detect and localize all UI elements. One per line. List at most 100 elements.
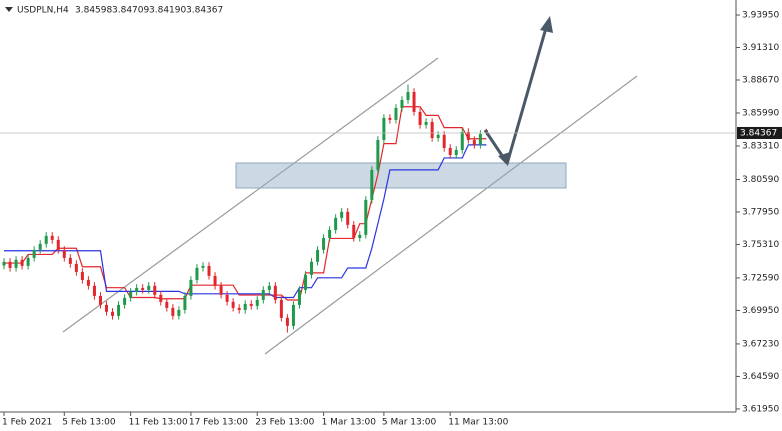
candle-body [346,211,350,225]
candle-body [460,131,464,150]
candle-body [406,91,410,100]
candle-body [382,117,386,140]
y-tick-label: 3.83310 [742,141,779,151]
candle-body [316,249,320,262]
candle-body [454,149,458,155]
dropdown-icon [5,7,13,12]
candle-body [430,121,434,138]
candle-body [26,257,30,266]
price-label: 3.84367 [740,128,777,138]
candle-body [273,285,277,300]
y-tick-label: 3.69950 [742,306,779,316]
candle-body [334,217,338,230]
candle-body [86,279,90,286]
candle-body [195,267,199,280]
candle-body [400,99,404,108]
candle-body [201,265,205,268]
candle-body [466,131,470,140]
candle-body [50,235,54,240]
y-tick-label: 3.64590 [742,372,779,382]
candle-body [322,237,326,250]
candle-body [117,304,121,316]
candle-body [418,111,422,125]
candle-body [478,133,482,145]
y-tick-label: 3.93950 [742,11,779,21]
candle-body [424,121,428,125]
y-tick-label: 3.61950 [742,404,779,414]
indicator-line [4,106,487,301]
candle-body [340,211,344,218]
candle-body [267,285,271,290]
candle-body [364,199,368,235]
plot [2,84,488,333]
candle-body [297,289,301,305]
x-tick-label: 17 Feb 13:00 [189,418,248,428]
ohlc-label: 3.84709 [112,6,149,16]
y-tick-label: 3.77950 [742,207,779,217]
candle-body [448,147,452,155]
candle-body [285,317,289,326]
candle-body [38,243,42,250]
candle-body [2,261,6,266]
y-tick-label: 3.88670 [742,76,779,86]
candle-body [189,279,193,296]
candle-body [14,259,18,268]
channel-line [62,57,439,333]
candle-body [207,265,211,276]
candle-body [74,263,78,272]
candle-body [111,311,115,316]
zone [235,162,567,189]
candle-body [44,235,48,244]
candle-body [370,169,374,200]
x-tick-label: 11 Feb 13:00 [129,418,188,428]
candle-body [412,91,416,112]
arrow [505,27,548,165]
annotations [62,57,638,355]
x-tick-label: 11 Mar 13:00 [448,418,508,428]
ohlc-label: 3.84190 [149,6,186,16]
channel-line [264,75,638,355]
candle-body [123,297,127,305]
candle-body [165,301,169,308]
candle-body [20,259,24,266]
candle-body [472,139,476,145]
candle-body [141,287,145,290]
candle-body [147,285,151,290]
candle-body [98,295,102,305]
candle-body [231,301,235,308]
candle-body [279,299,283,318]
candle-body [291,304,295,326]
arrow-head [540,16,553,33]
candle-body [105,304,109,312]
candle-body [442,134,446,148]
y-tick-label: 3.72590 [742,273,779,283]
candle-body [8,261,12,268]
candle-body [352,224,356,238]
candle-body [376,139,380,170]
candle-body [388,117,392,120]
candle-body [310,261,314,275]
y-tick-label: 3.67230 [742,339,779,349]
x-tick-label: 5 Mar 13:00 [382,418,437,428]
ohlc-label: 3.84367 [186,6,223,16]
candle-body [219,285,223,295]
candle-body [225,294,229,302]
candle-body [92,285,96,296]
x-tick-label: 23 Feb 13:00 [255,418,314,428]
candle-body [183,295,187,310]
candle-body [261,289,265,300]
candle-body [32,249,36,258]
candle-body [177,309,181,316]
candle-body [304,274,307,290]
candle-body [243,303,247,310]
candle-body [62,249,66,258]
y-tick-label: 3.85990 [742,109,779,119]
candle-body [153,285,157,295]
candle-body [135,287,139,292]
candle-body [213,275,217,286]
arrows [483,16,553,166]
x-tick-label: 5 Feb 13:00 [62,418,116,428]
y-tick-label: 3.91310 [742,43,779,53]
